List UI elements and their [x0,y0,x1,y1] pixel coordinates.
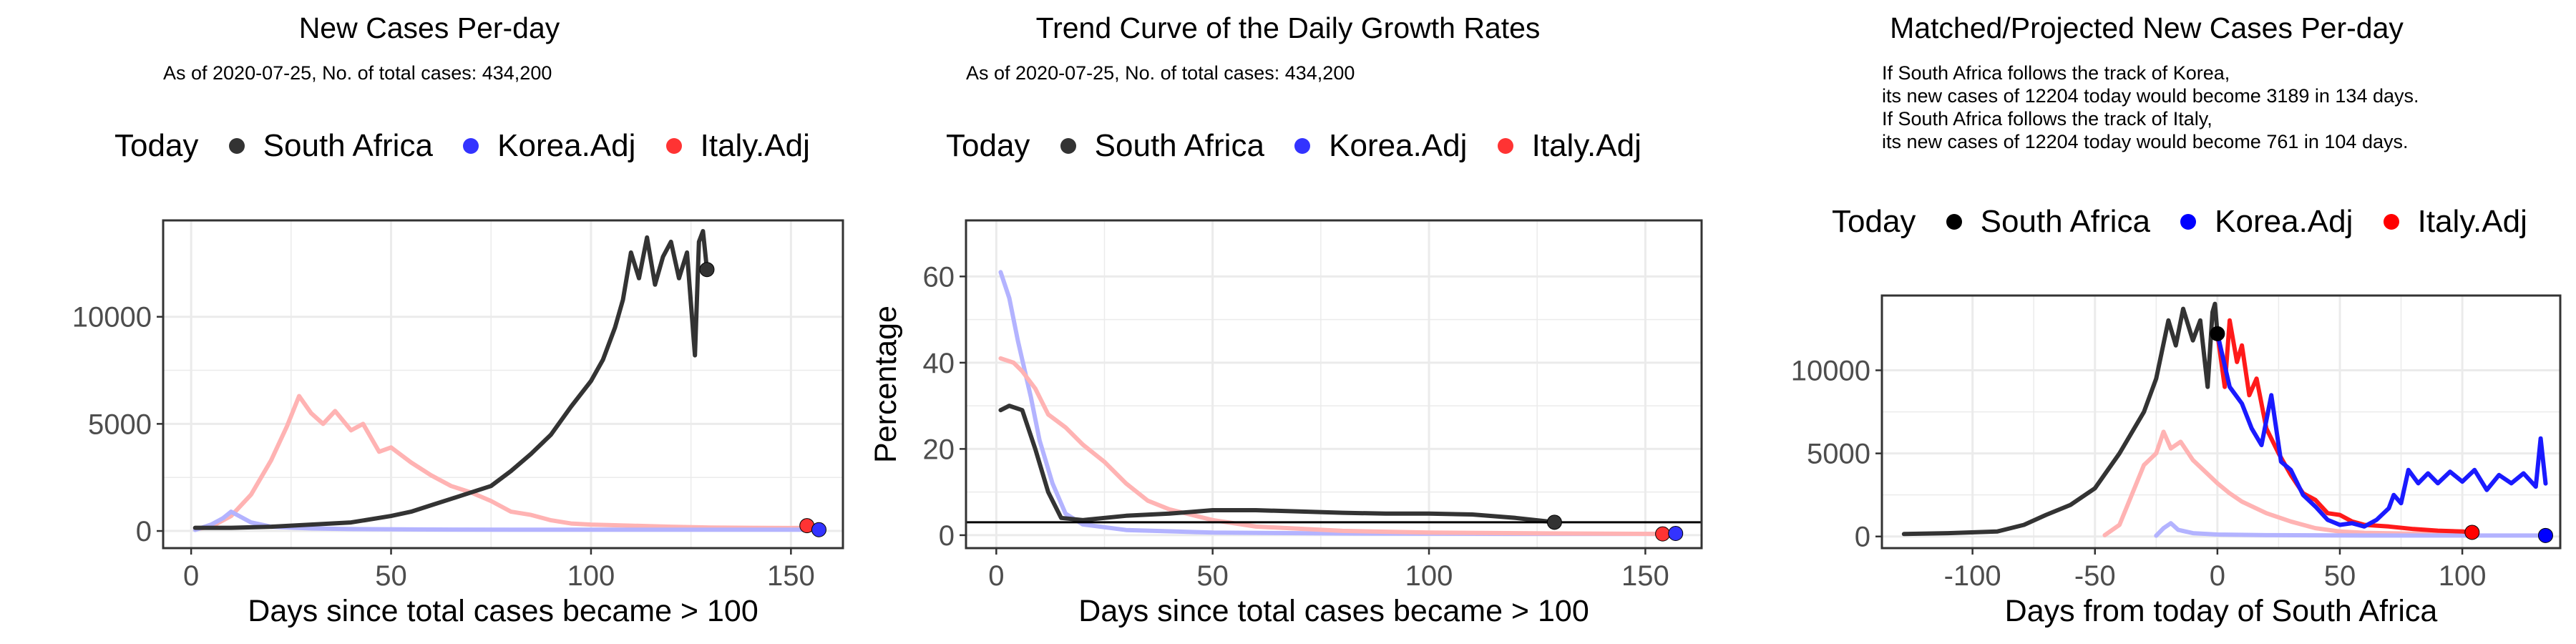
series-line-south-africa [1901,301,2220,537]
y-tick-label: 5000 [1807,439,1870,470]
series-line-italy-adj [998,356,1665,537]
legend-title: Today [1832,204,1916,240]
today-point-south-africa [2210,326,2225,341]
chart-subtitle: As of 2020-07-25, No. of total cases: 43… [163,62,552,84]
legend-dot-south-africa [228,138,245,155]
today-point-korea-adj [1668,526,1684,542]
chart-note-line-2: its new cases of 12204 today would becom… [1882,85,2419,107]
x-tick-label: 50 [375,560,407,592]
y-tick-label: 5000 [88,409,152,440]
series-line-south-africa [192,229,709,530]
x-tick-label: -50 [2074,560,2116,592]
series-line-korea-adj [2215,331,2548,529]
y-tick-label: 0 [1855,522,1870,553]
y-tick-label: 0 [136,516,152,547]
x-axis-label: Days since total cases became > 100 [248,594,758,628]
x-tick-label: 100 [2439,560,2487,592]
legend-label-south-africa: South Africa [1980,204,2150,240]
x-axis-label: Days since total cases became > 100 [1078,594,1589,628]
series-line-italy-adj [192,394,809,532]
plot-border [162,219,844,550]
chart-legend: Today South Africa Korea.Adj Italy.Adj [1832,199,2576,242]
series-line-italy-adj [2215,318,2474,535]
x-tick-label: 100 [567,560,615,592]
chart-title: Trend Curve of the Daily Growth Rates [1035,11,1541,44]
y-tick-label: 10000 [1791,356,1870,387]
legend-dot-korea [463,138,479,155]
panel-new-cases: New Cases Per-day As of 2020-07-25, No. … [0,0,859,644]
legend-dot-italy [2383,214,2399,230]
chart-legend: Today South Africa Korea.Adj Italy.Adj [114,123,860,166]
y-tick-label: 40 [923,348,955,379]
plot-border [965,219,1703,550]
x-tick-label: 50 [2324,560,2356,592]
series-group [1901,301,2548,538]
x-tick-label: 100 [1405,560,1453,592]
legend-label-italy: Italy.Adj [1531,128,1641,164]
y-tick-label: 10000 [72,302,152,333]
chart-plot: 0 50 100 150 0 20 40 60 Days since total cases b… [869,219,1703,628]
chart-note-line-1: If South Africa follows the track of Kor… [1882,62,2230,84]
legend-label-italy: Italy.Adj [2417,204,2527,240]
today-point-korea-adj [811,522,826,537]
panel-growth-rates: Trend Curve of the Daily Growth Rates As… [859,0,1717,644]
chart-title: New Cases Per-day [298,11,560,44]
x-tick-label: 50 [1196,560,1229,592]
chart-plot: -100 -50 0 50 100 0 5000 10000 Days from today o… [1791,294,2562,628]
x-tick-label: 150 [767,560,815,592]
legend-dot-korea [1294,138,1311,155]
legend-label-korea: Korea.Adj [2215,204,2353,240]
plot-border [1880,294,2562,550]
chart-subtitle: As of 2020-07-25, No. of total cases: 43… [966,62,1355,84]
series-line-italy-adj-past [2102,429,2474,537]
x-tick-label: 0 [183,560,199,592]
legend-dot-korea [2180,214,2197,230]
legend-label-south-africa: South Africa [1094,128,1264,164]
x-tick-label: 150 [1621,560,1669,592]
today-point-italy-adj [1655,526,1671,542]
today-point-italy-adj [2464,525,2480,540]
legend-dot-south-africa [1946,214,1962,230]
panel-projected-cases: Matched/Projected New Cases Per-day If S… [1717,0,2576,644]
series-group [998,270,1678,537]
legend-label-korea: Korea.Adj [497,128,636,164]
x-tick-label: 0 [2210,560,2225,592]
legend-label-south-africa: South Africa [263,128,433,164]
chart-note-line-4: its new cases of 12204 today would becom… [1882,131,2409,152]
series-line-south-africa [998,404,1557,525]
series-line-korea-adj [998,270,1678,537]
chart-note-line-3: If South Africa follows the track of Ita… [1882,108,2212,130]
series-line-korea-adj [192,509,821,532]
y-tick-label: 0 [939,520,955,552]
series-line-korea-adj-past [2154,521,2548,538]
legend-label-korea: Korea.Adj [1329,128,1468,164]
y-axis-label: Percentage [869,306,903,463]
today-point-south-africa [699,262,715,278]
legend-dot-italy [1497,138,1513,155]
legend-label-italy: Italy.Adj [700,128,810,164]
chart-plot: 0 50 100 150 0 5000 10000 Days since total case… [72,219,844,628]
y-tick-label: 20 [923,434,955,465]
x-tick-label: 0 [988,560,1004,592]
legend-dot-south-africa [1060,138,1076,155]
series-group [192,229,821,532]
chart-title: Matched/Projected New Cases Per-day [1890,11,2404,44]
legend-dot-italy [665,138,682,155]
today-point-south-africa [1546,514,1562,530]
today-point-korea-adj [2537,527,2553,543]
y-tick-label: 60 [923,261,955,293]
legend-title: Today [946,128,1030,164]
x-tick-label: -100 [1944,560,2001,592]
chart-legend: Today South Africa Korea.Adj Italy.Adj [946,123,1690,166]
x-axis-label: Days from today of South Africa [2005,594,2438,628]
legend-title: Today [114,128,199,164]
